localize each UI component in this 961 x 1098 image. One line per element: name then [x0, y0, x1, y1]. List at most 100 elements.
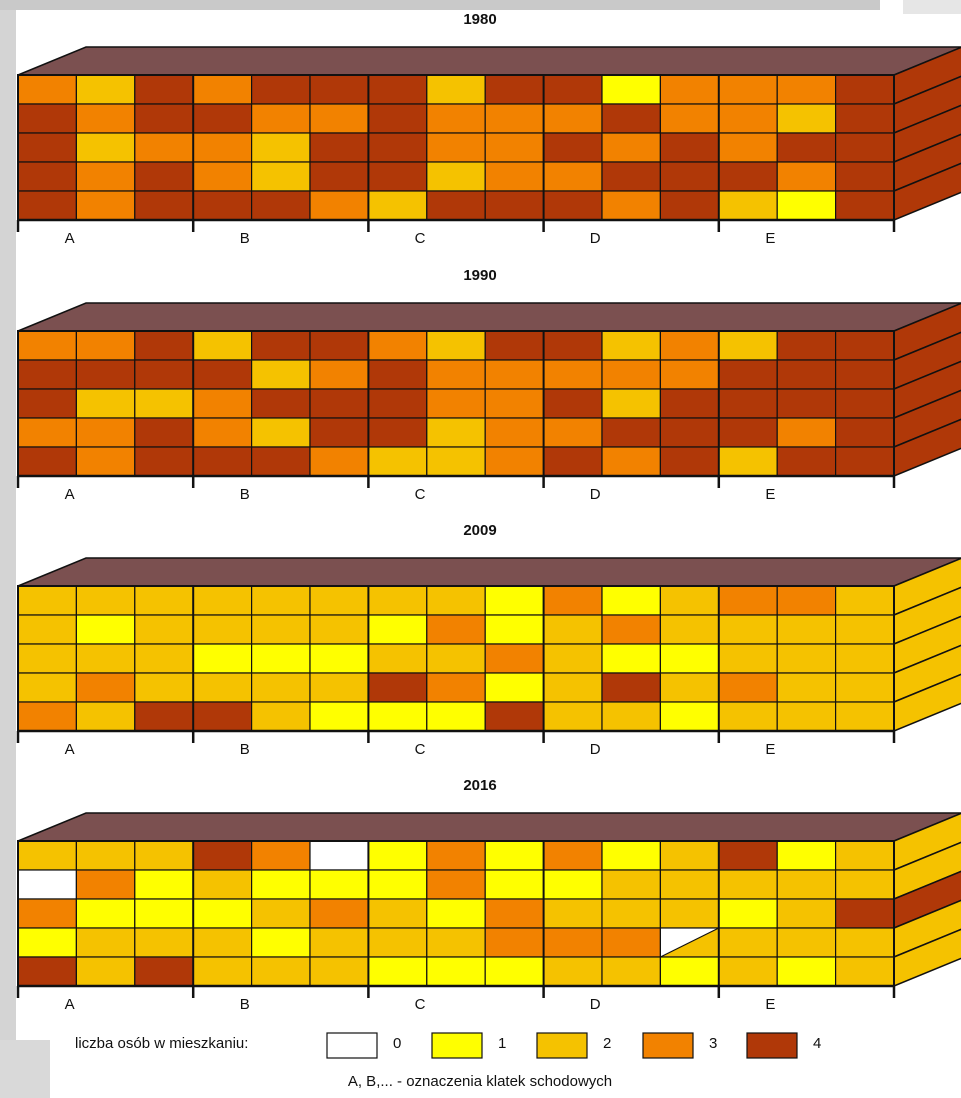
apartment-cell: [834, 417, 895, 448]
apartment-cell: [484, 898, 545, 929]
apartment-cell: [601, 161, 662, 192]
apartment-cell: [75, 956, 136, 987]
staircase-label-B: B: [240, 486, 250, 503]
apartment-cell: [75, 74, 136, 105]
apartment-cell: [134, 74, 194, 105]
apartment-cell: [542, 161, 603, 192]
apartment-cell: [75, 585, 136, 616]
apartment-cell: [426, 446, 486, 477]
apartment-cell: [601, 417, 662, 448]
apartment-cell: [776, 161, 837, 192]
apartment-cell: [17, 132, 78, 163]
apartment-cell: [659, 672, 720, 703]
apartment-cell: [718, 359, 778, 390]
apartment-cell: [134, 643, 194, 674]
apartment-cell: [542, 446, 603, 477]
apartment-cell: [367, 446, 428, 477]
roof: [17, 302, 961, 332]
apartment-cell: [601, 898, 662, 929]
legend-label-4: 4: [813, 1035, 821, 1052]
apartment-cell: [309, 190, 370, 221]
apartment-cell: [834, 898, 895, 929]
apartment-cell: [367, 103, 428, 134]
legend-label-2: 2: [603, 1035, 611, 1052]
apartment-cell: [601, 359, 662, 390]
apartment-cell: [601, 701, 662, 732]
building-1990: 1990 A B C D E: [16, 267, 961, 503]
apartment-cell: [601, 672, 662, 703]
apartment-cell: [134, 585, 194, 616]
apartment-cell: [309, 417, 370, 448]
staircase-label-D: D: [590, 996, 601, 1013]
apartment-cell: [134, 672, 194, 703]
apartment-cell: [718, 701, 778, 732]
staircase-label-E: E: [765, 486, 775, 503]
background-gray-top: [0, 0, 880, 10]
apartment-cell: [17, 672, 78, 703]
apartment-cell: [776, 701, 837, 732]
apartment-cell: [776, 614, 837, 645]
apartment-cell: [542, 840, 603, 871]
roof: [17, 46, 961, 76]
apartment-cell: [309, 103, 370, 134]
apartment-cell: [134, 190, 194, 221]
apartment-cell: [484, 701, 545, 732]
apartment-cell: [659, 132, 720, 163]
apartment-cell: [542, 643, 603, 674]
apartment-cell: [834, 359, 895, 390]
apartment-cell: [718, 927, 778, 958]
apartment-cell: [542, 330, 603, 361]
apartment-cell: [426, 701, 486, 732]
apartment-cell: [192, 330, 253, 361]
apartment-cell: [426, 330, 486, 361]
apartment-cell: [542, 74, 603, 105]
apartment-cell: [718, 869, 778, 900]
apartment-cell: [75, 927, 136, 958]
apartment-cell: [192, 898, 253, 929]
apartment-cell: [542, 417, 603, 448]
apartment-cell: [367, 132, 428, 163]
apartment-cell: [601, 614, 662, 645]
apartment-cell: [192, 446, 253, 477]
apartment-cell: [718, 330, 778, 361]
legend-label-1: 1: [498, 1035, 506, 1052]
apartment-cell: [834, 330, 895, 361]
apartment-cell: [542, 701, 603, 732]
apartment-cell: [367, 956, 428, 987]
apartment-cell: [659, 74, 720, 105]
staircase-label-B: B: [240, 230, 250, 247]
apartment-cell: [484, 74, 545, 105]
apartment-cell: [426, 643, 486, 674]
apartment-cell: [75, 898, 136, 929]
apartment-cell: [484, 190, 545, 221]
apartment-cell: [659, 643, 720, 674]
staircase-label-A: A: [65, 996, 75, 1013]
apartment-cell: [542, 869, 603, 900]
legend-label-3: 3: [709, 1035, 717, 1052]
building-2009: 2009 A B C D E: [16, 522, 961, 758]
apartment-cell: [484, 330, 545, 361]
staircase-label-C: C: [415, 486, 426, 503]
apartment-cell: [601, 643, 662, 674]
apartment-cell: [75, 388, 136, 419]
apartment-cell: [484, 359, 545, 390]
apartment-cell: [542, 388, 603, 419]
apartment-cell: [426, 359, 486, 390]
apartment-cell: [834, 643, 895, 674]
apartment-cell: [251, 869, 311, 900]
apartment-cell: [659, 898, 720, 929]
apartment-cell: [601, 585, 662, 616]
apartment-cell: [484, 869, 545, 900]
apartment-cell: [776, 840, 837, 871]
apartment-cell: [542, 927, 603, 958]
apartment-cell: [17, 956, 78, 987]
apartment-cell: [134, 927, 194, 958]
apartment-cell: [601, 74, 662, 105]
apartment-cell: [776, 330, 837, 361]
apartment-cell: [367, 388, 428, 419]
apartment-cell: [426, 956, 486, 987]
apartment-cell: [542, 614, 603, 645]
apartment-cell: [75, 672, 136, 703]
apartment-cell: [134, 898, 194, 929]
apartment-cell: [75, 190, 136, 221]
